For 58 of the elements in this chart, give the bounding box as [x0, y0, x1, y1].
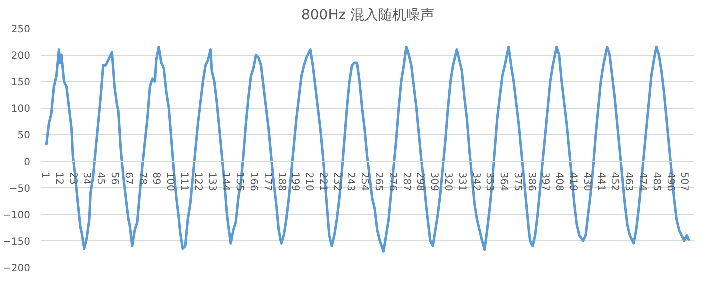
y-tick-label: −100	[3, 210, 31, 222]
x-tick-label: 419	[568, 172, 579, 192]
y-tick-label: −150	[3, 236, 31, 248]
x-tick-label: 309	[428, 172, 440, 192]
x-tick-label: 386	[526, 172, 537, 192]
y-tick-label: 150	[11, 78, 31, 89]
x-tick-label: 254	[359, 172, 370, 192]
x-tick-label: 243	[345, 172, 356, 192]
x-tick-label: 177	[262, 172, 273, 192]
x-tick-label: 375	[512, 172, 523, 192]
x-tick-label: 144	[220, 172, 232, 192]
x-tick-label: 320	[442, 172, 454, 192]
x-tick-label: 34	[81, 172, 92, 186]
x-tick-label: 188	[276, 172, 287, 192]
x-tick-label: 221	[317, 172, 328, 192]
y-tick-label: −200	[3, 264, 31, 274]
x-tick-label: 353	[484, 172, 496, 192]
x-tick-label: 1	[40, 172, 51, 179]
x-tick-label: 496	[664, 172, 676, 192]
y-tick-label: −50	[9, 184, 31, 195]
x-tick-label: 133	[206, 172, 218, 192]
x-tick-label: 331	[456, 172, 468, 192]
x-tick-label: 364	[498, 172, 510, 192]
x-tick-label: 265	[373, 172, 384, 192]
y-tick-label: 250	[11, 24, 31, 36]
x-tick-label: 463	[623, 172, 634, 192]
x-tick-label: 56	[109, 172, 120, 186]
y-tick-label: 200	[11, 51, 31, 62]
x-tick-label: 397	[540, 172, 551, 192]
x-tick-label: 452	[609, 172, 620, 192]
x-tick-label: 12	[53, 172, 64, 186]
x-tick-label: 210	[304, 172, 315, 192]
x-tick-label: 23	[67, 172, 78, 186]
x-tick-label: 199	[290, 172, 301, 192]
x-tick-label: 408	[554, 172, 565, 192]
y-tick-label: 0	[24, 157, 31, 168]
x-tick-label: 232	[331, 172, 342, 192]
x-tick-label: 78	[136, 172, 148, 186]
x-tick-label: 111	[178, 172, 190, 192]
x-tick-label: 485	[650, 172, 662, 192]
x-tick-label: 122	[192, 172, 204, 192]
y-tick-label: 100	[11, 104, 31, 116]
x-tick-label: 45	[95, 172, 106, 186]
x-tick-label: 67	[122, 172, 134, 186]
x-tick-label: 89	[150, 172, 162, 186]
x-tick-label: 474	[636, 172, 648, 192]
x-tick-label: 155	[234, 172, 246, 192]
x-tick-label: 298	[414, 172, 426, 192]
x-tick-label: 507	[678, 172, 690, 192]
chart-title: 800Hz 混入随机噪声	[301, 8, 435, 24]
y-tick-label: 50	[18, 130, 31, 142]
x-tick-label: 430	[581, 172, 592, 192]
x-tick-label: 441	[595, 172, 606, 192]
x-tick-label: 287	[400, 172, 412, 192]
x-tick-label: 342	[470, 172, 482, 192]
x-tick-label: 100	[164, 172, 176, 192]
x-tick-label: 276	[386, 172, 398, 192]
x-tick-label: 166	[248, 172, 259, 192]
